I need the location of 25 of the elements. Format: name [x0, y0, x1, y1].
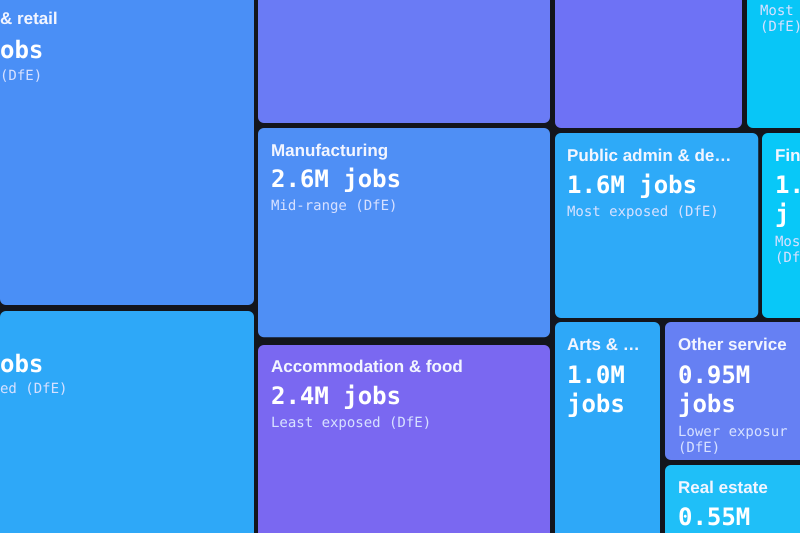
data-label: 1. j — [775, 171, 800, 228]
category-label: Accommodation & food — [271, 357, 463, 376]
category-label: Public admin & de… — [567, 146, 732, 165]
text: Least exposed (DfE) — [271, 415, 432, 431]
category-label: Other service — [678, 335, 787, 354]
text: Most exposed (DfE) — [567, 204, 719, 220]
category-label: Arts & … — [567, 335, 640, 354]
data-label: 1.0M jobs — [567, 361, 625, 418]
category-label: & retail — [0, 9, 58, 28]
data-label: obs — [0, 350, 44, 378]
data-label: 1.6M jobs — [567, 171, 698, 199]
data-label: 0.95M jobs — [678, 361, 750, 418]
data-label: obs — [0, 36, 44, 64]
text: ed (DfE) — [0, 381, 68, 397]
data-label: 2.4M jobs — [271, 382, 402, 410]
category-label: Manufacturing — [271, 141, 388, 160]
text: Mos (Df — [775, 234, 800, 266]
text: (DfE) — [0, 68, 42, 84]
text: Lower exposur (DfE) — [678, 424, 788, 456]
category-label: Fin — [775, 146, 800, 165]
data-label: 0.55M — [678, 503, 750, 531]
text: Most (DfE) — [760, 3, 800, 35]
data-label: 2.6M jobs — [271, 165, 402, 193]
category-label: Real estate — [678, 478, 768, 497]
text: Mid-range (DfE) — [271, 198, 398, 214]
